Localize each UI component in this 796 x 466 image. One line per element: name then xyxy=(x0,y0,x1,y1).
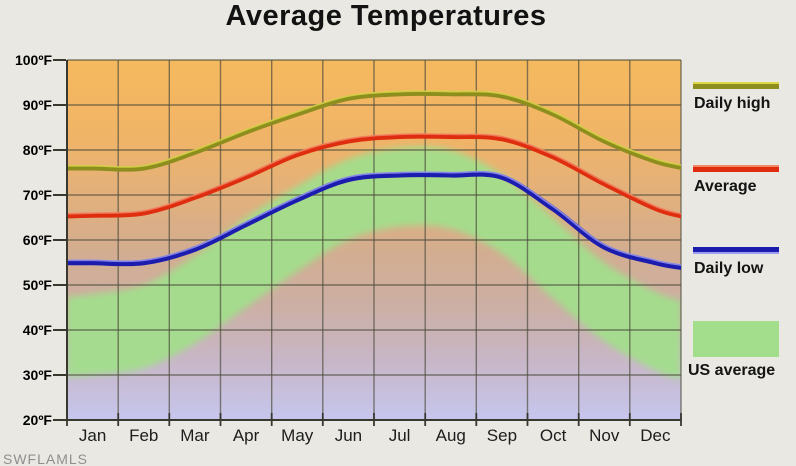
y-axis-tick-label: 60ºF xyxy=(22,232,52,248)
average-line-swatch xyxy=(693,165,779,172)
x-axis-month-label: Apr xyxy=(232,426,260,445)
y-axis-tick-label: 40ºF xyxy=(22,322,52,338)
y-axis-tick-label: 80ºF xyxy=(22,142,52,158)
y-axis-tick-label: 50ºF xyxy=(22,277,52,293)
y-axis-tick-label: 30ºF xyxy=(22,367,52,383)
x-axis-month-label: Jul xyxy=(388,426,411,445)
daily-high-line-swatch xyxy=(693,82,779,89)
legend-label-us-average: US average xyxy=(688,362,776,379)
daily-low-line-swatch xyxy=(693,247,779,254)
y-axis-tick-label: 100ºF xyxy=(14,52,52,68)
x-axis-month-label: Sep xyxy=(486,426,518,445)
chart-title: Average Temperatures xyxy=(225,0,547,32)
x-axis-month-label: Oct xyxy=(539,426,567,445)
x-axis-month-label: Nov xyxy=(589,426,620,445)
x-axis-month-label: Dec xyxy=(640,426,671,445)
us-average-area-swatch xyxy=(693,321,779,357)
legend: Daily high Average Daily low US average xyxy=(686,0,796,466)
y-axis-tick-label: 20ºF xyxy=(22,412,52,428)
x-axis-month-label: Mar xyxy=(180,426,210,445)
legend-label-daily-high: Daily high xyxy=(694,95,771,112)
y-axis-tick-label: 90ºF xyxy=(22,97,52,113)
x-axis-month-label: Jan xyxy=(78,426,107,445)
legend-label-daily-low: Daily low xyxy=(694,260,764,277)
legend-label-average: Average xyxy=(694,178,757,195)
watermark: SWFLAMLS xyxy=(3,451,89,466)
x-axis-month-label: Feb xyxy=(129,426,159,445)
x-axis-month-label: Jun xyxy=(334,426,363,445)
x-axis-month-label: May xyxy=(281,426,314,445)
y-axis-tick-label: 70ºF xyxy=(22,187,52,203)
x-axis-month-label: Aug xyxy=(435,426,466,445)
